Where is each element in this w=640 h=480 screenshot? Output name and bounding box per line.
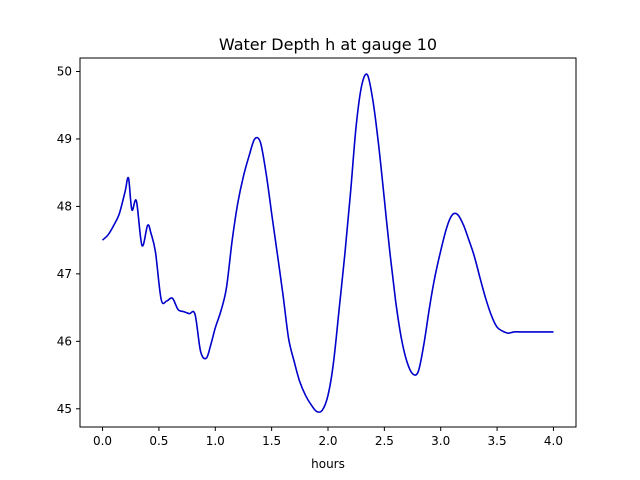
x-axis-label: hours xyxy=(311,457,345,471)
plot-area-frame xyxy=(79,57,577,428)
y-tick-label: 47 xyxy=(57,267,72,281)
y-tick-label: 50 xyxy=(57,64,72,78)
x-tick-label: 4.0 xyxy=(544,434,563,448)
x-tick-label: 1.0 xyxy=(206,434,225,448)
x-tick-label: 2.0 xyxy=(318,434,337,448)
chart-title: Water Depth h at gauge 10 xyxy=(219,35,437,54)
water-depth-line xyxy=(101,73,554,413)
ticks-layer: 0.0 0.5 1.0 1.5 2.0 2.5 3.0 3.5 4.0 45 46 47 48 49 50 xyxy=(57,64,563,448)
y-tick-label: 45 xyxy=(57,402,72,416)
x-tick-label: 0.0 xyxy=(93,434,112,448)
y-tick-label: 48 xyxy=(57,199,72,213)
x-tick-label: 1.5 xyxy=(262,434,281,448)
x-tick-label: 3.5 xyxy=(488,434,507,448)
x-tick-label: 3.0 xyxy=(431,434,450,448)
x-tick-label: 2.5 xyxy=(375,434,394,448)
y-tick-label: 46 xyxy=(57,334,72,348)
x-tick-label: 0.5 xyxy=(149,434,168,448)
y-tick-label: 49 xyxy=(57,132,72,146)
